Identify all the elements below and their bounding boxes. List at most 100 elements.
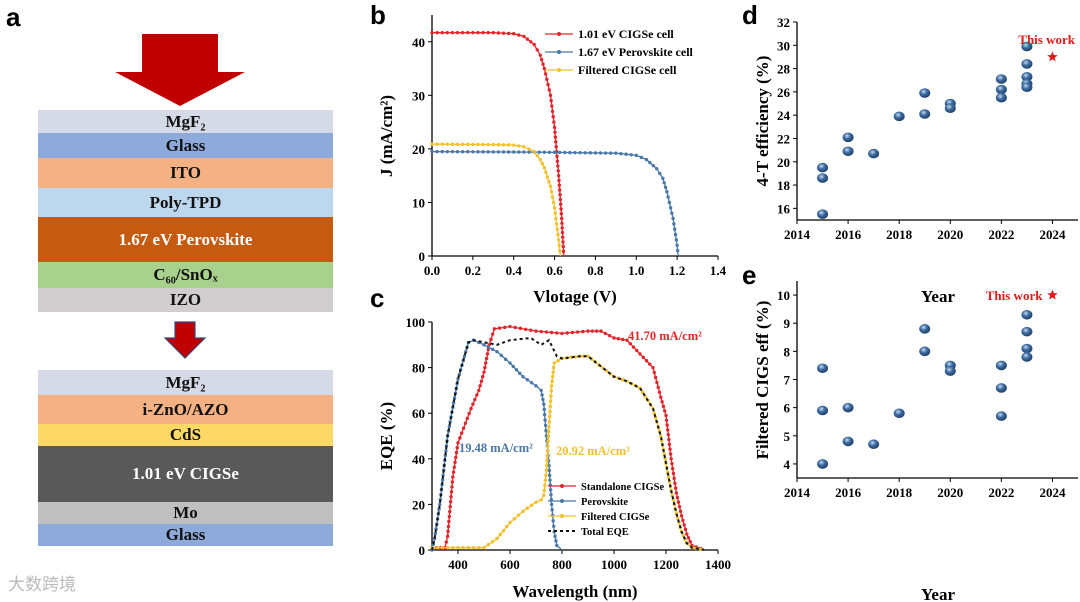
data-point <box>670 461 674 466</box>
data-point <box>455 30 460 35</box>
y-tick-label: 9 <box>784 316 791 331</box>
data-point <box>553 135 558 139</box>
data-point <box>655 167 659 171</box>
data-point <box>481 142 485 147</box>
data-point <box>619 152 623 156</box>
data-point <box>995 383 1007 393</box>
data-point <box>570 330 575 335</box>
data-point <box>554 539 558 543</box>
data-point <box>450 480 455 484</box>
data-point <box>543 483 547 487</box>
data-point <box>523 327 528 331</box>
data-point <box>919 109 931 119</box>
data-point <box>471 150 475 154</box>
layer-0: MgF₂ <box>38 110 333 133</box>
data-point <box>481 375 485 379</box>
data-point <box>670 466 675 471</box>
data-point <box>484 356 489 361</box>
data-point <box>544 463 549 468</box>
data-point <box>551 370 555 374</box>
y-tick-label: 16 <box>777 201 791 216</box>
data-point <box>496 143 501 147</box>
data-point <box>1021 41 1033 52</box>
data-point <box>449 490 454 494</box>
current-density-annotation: 41.70 mA/cm² <box>628 329 702 343</box>
data-point <box>497 326 502 330</box>
data-point <box>486 150 490 154</box>
x-tick-label: 2014 <box>784 485 811 500</box>
data-point <box>478 384 482 388</box>
data-point <box>548 409 552 414</box>
data-point <box>445 149 450 154</box>
data-point <box>449 495 453 499</box>
data-point <box>557 150 562 155</box>
data-point <box>546 444 550 448</box>
data-point <box>556 173 561 178</box>
data-point <box>842 146 854 157</box>
data-point <box>561 235 565 239</box>
small-down-arrow <box>163 321 207 359</box>
data-point <box>435 142 439 146</box>
x-tick-label: 2024 <box>1039 227 1066 242</box>
data-point <box>539 329 543 334</box>
data-point <box>556 164 560 168</box>
data-point <box>552 125 557 130</box>
panel-letter-a: a <box>6 2 21 32</box>
data-point <box>586 329 590 333</box>
data-point <box>471 402 475 406</box>
data-point <box>893 111 905 122</box>
data-point <box>664 418 669 422</box>
data-point <box>529 40 533 44</box>
data-point <box>590 329 595 333</box>
data-point <box>681 518 685 523</box>
y-tick-label: 100 <box>406 315 426 330</box>
data-point <box>641 355 645 360</box>
panel-letter-c: c <box>370 283 385 313</box>
legend-label: Filtered CIGSe cell <box>578 63 677 77</box>
data-point <box>445 534 450 539</box>
data-point <box>489 337 493 342</box>
data-point <box>542 402 546 406</box>
data-point <box>556 359 560 363</box>
data-point <box>460 142 465 147</box>
data-point <box>676 516 680 520</box>
data-point <box>657 390 662 394</box>
data-point <box>542 488 547 492</box>
data-point <box>550 379 554 383</box>
x-axis-label: Wavelength (nm) <box>512 582 637 601</box>
data-point <box>655 380 659 385</box>
x-tick-label: 400 <box>448 557 468 572</box>
data-point <box>477 546 481 550</box>
data-point <box>463 421 468 425</box>
data-point <box>469 406 473 411</box>
y-tick-label: 60 <box>412 406 425 421</box>
data-point <box>440 149 444 154</box>
layer-5: Glass <box>38 524 333 546</box>
data-point <box>667 437 671 442</box>
data-point <box>551 519 555 523</box>
data-point <box>544 170 548 175</box>
chart-c: 400 600 800 1000 1200 1400 0 20 40 60 80 100 Wavelen… <box>377 315 731 601</box>
x-tick-label: 0.6 <box>546 263 563 278</box>
data-point <box>556 232 560 237</box>
x-axis-label: Year <box>921 287 955 306</box>
data-point <box>817 363 829 374</box>
data-point <box>583 151 587 155</box>
data-point <box>491 150 495 154</box>
layer-3: 1.01 eV CIGSe <box>38 446 333 502</box>
data-point <box>673 486 678 490</box>
data-point <box>547 88 551 92</box>
data-point <box>471 546 476 550</box>
data-point <box>535 48 539 52</box>
legend-marker <box>557 68 561 72</box>
y-tick-label: 20 <box>412 142 425 157</box>
data-point <box>678 509 683 513</box>
x-tick-label: 1000 <box>601 557 627 572</box>
data-point <box>560 230 565 235</box>
legend: Standalone CIGSe Perovskite Filtered CIGSe… <box>548 482 664 538</box>
data-point <box>511 364 515 369</box>
data-point <box>868 439 880 450</box>
data-point <box>521 375 525 379</box>
data-point <box>559 202 563 206</box>
panel-letter-e: e <box>742 260 757 290</box>
